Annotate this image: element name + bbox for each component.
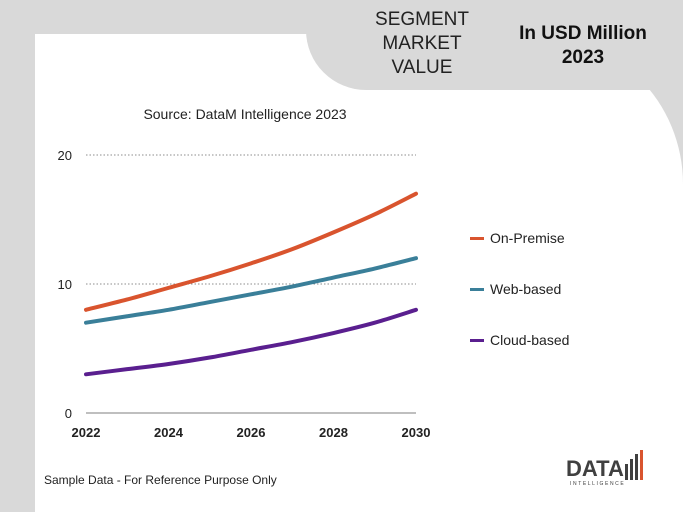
series-lines bbox=[84, 191, 418, 377]
unit-line: In USD Million bbox=[519, 23, 647, 44]
header-tab bbox=[306, 0, 683, 90]
x-tick-label: 2024 bbox=[154, 425, 184, 440]
x-tick-label: 2030 bbox=[402, 425, 431, 440]
legend-item: Cloud-based bbox=[470, 330, 569, 350]
title-line: MARKET bbox=[382, 33, 462, 54]
legend-item: On-Premise bbox=[470, 228, 565, 248]
unit-heading: In USD Million 2023 bbox=[500, 22, 666, 70]
datam-logo: DATA INTELLIGENCE bbox=[566, 450, 646, 490]
year-line: 2023 bbox=[561, 47, 605, 68]
y-axis-ticks: 0 10 20 bbox=[58, 148, 72, 421]
x-tick-label: 2026 bbox=[237, 425, 266, 440]
y-tick-label: 0 bbox=[65, 406, 72, 421]
legend-swatch bbox=[470, 338, 484, 342]
footnote: Sample Data - For Reference Purpose Only bbox=[44, 473, 277, 487]
y-tick-label: 20 bbox=[58, 148, 72, 163]
grid-lines bbox=[86, 154, 416, 285]
source-caption: Source: DataM Intelligence 2023 bbox=[143, 106, 347, 122]
logo-subtitle: INTELLIGENCE bbox=[570, 481, 626, 487]
series-line-on-premise bbox=[84, 191, 418, 312]
title-line: SEGMENT bbox=[375, 9, 469, 30]
logo-wordmark: DATA bbox=[566, 456, 624, 481]
legend-swatch bbox=[470, 287, 484, 291]
title-line: VALUE bbox=[391, 57, 453, 78]
series-line-web-based bbox=[84, 256, 418, 325]
segment-market-value-title: SEGMENT MARKET VALUE bbox=[352, 8, 492, 80]
logo-bars-icon bbox=[625, 450, 643, 480]
legend-label: Web-based bbox=[490, 281, 562, 297]
x-tick-label: 2028 bbox=[319, 425, 348, 440]
legend-label: Cloud-based bbox=[490, 332, 570, 348]
series-line-cloud-based bbox=[84, 307, 418, 377]
x-axis-ticks: 2022 2024 2026 2028 2030 bbox=[72, 425, 431, 440]
legend-swatch bbox=[470, 236, 484, 240]
y-tick-label: 10 bbox=[58, 277, 72, 292]
x-tick-label: 2022 bbox=[72, 425, 101, 440]
legend-item: Web-based bbox=[470, 279, 561, 299]
legend-label: On-Premise bbox=[490, 230, 565, 246]
